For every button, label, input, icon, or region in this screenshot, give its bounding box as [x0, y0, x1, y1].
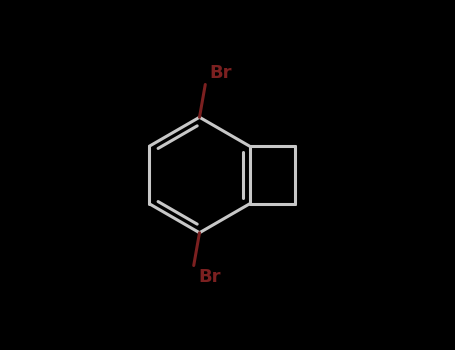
Text: Br: Br: [209, 64, 232, 82]
Text: Br: Br: [198, 268, 220, 286]
